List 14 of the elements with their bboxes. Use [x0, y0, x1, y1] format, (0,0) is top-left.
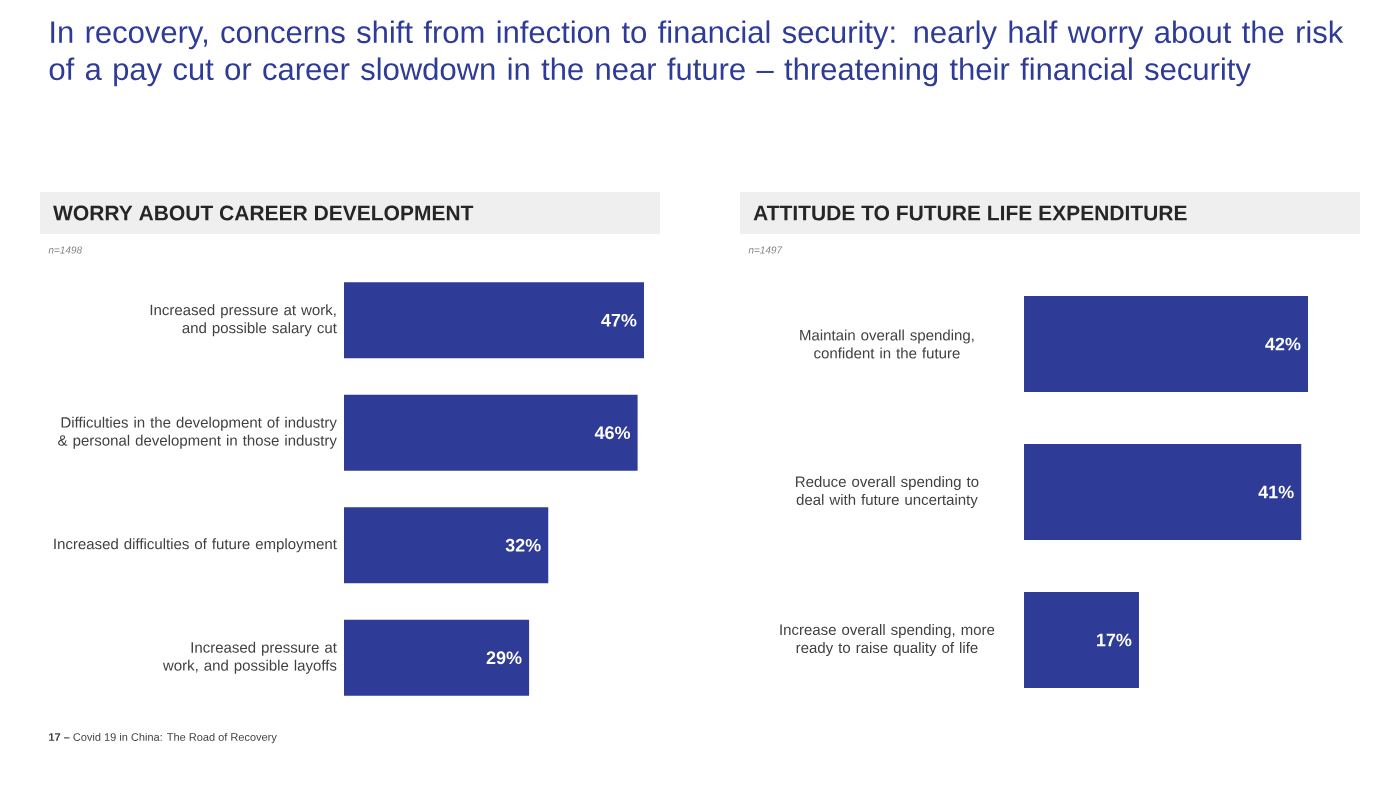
bar — [344, 394, 638, 471]
bar — [344, 282, 644, 359]
chart-title: ATTITUDE TO FUTURE LIFE EXPENDITURE — [753, 205, 1187, 221]
data-label: 29% — [486, 651, 522, 665]
data-label: 47% — [601, 313, 637, 327]
chart-title: WORRY ABOUT CAREER DEVELOPMENT — [53, 205, 474, 221]
text: In recovery, concerns shift from infection to financial security: nearly half worry about the risk of a pay cut or career slowdown in the near future – threatening their financial security — [49, 20, 1344, 87]
bar — [344, 619, 530, 696]
bar — [344, 507, 549, 584]
data-label: 32% — [505, 538, 541, 552]
data-label: 41% — [1258, 485, 1294, 499]
data-label: 46% — [594, 426, 631, 440]
data-label: 42% — [1265, 337, 1301, 351]
data-label: 17% — [1097, 633, 1132, 647]
